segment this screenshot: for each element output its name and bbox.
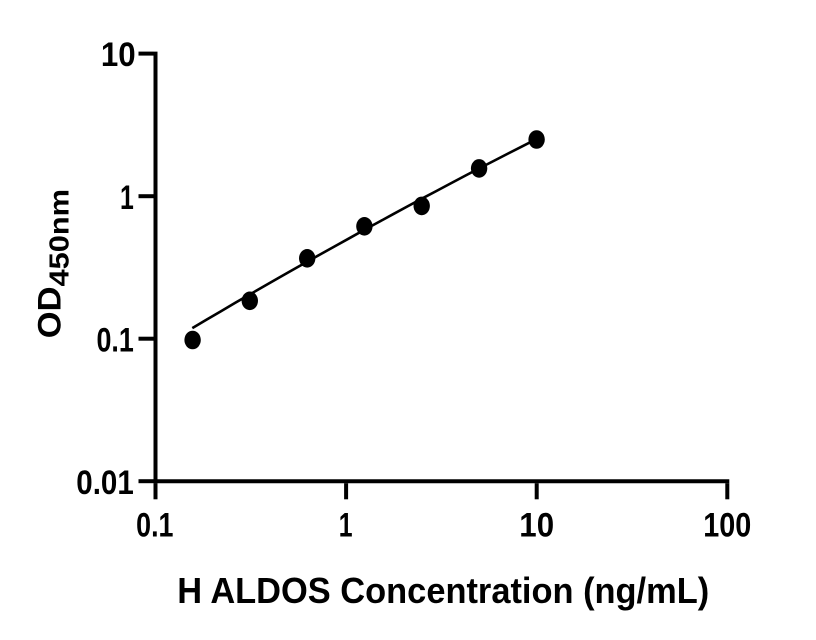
svg-text:0.1: 0.1 <box>97 321 134 359</box>
svg-text:10: 10 <box>519 507 554 545</box>
svg-text:OD450nm: OD450nm <box>32 189 75 338</box>
svg-text:100: 100 <box>703 507 751 545</box>
svg-text:1: 1 <box>339 507 353 545</box>
svg-text:0.01: 0.01 <box>76 464 134 502</box>
svg-text:10: 10 <box>101 36 136 74</box>
svg-text:1: 1 <box>120 179 134 217</box>
svg-text:H ALDOS Concentration (ng/mL): H ALDOS Concentration (ng/mL) <box>177 570 709 611</box>
svg-text:0.1: 0.1 <box>136 507 173 545</box>
